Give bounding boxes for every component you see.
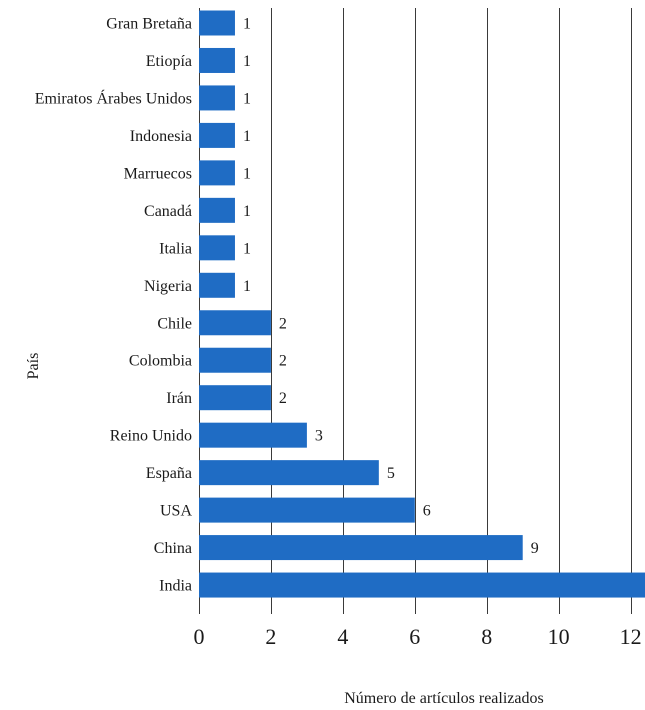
bar-usa <box>199 497 415 523</box>
x-tick-label-4: 4 <box>337 624 348 649</box>
bar-irán <box>199 385 271 411</box>
category-label-reino-unido: Reino Unido <box>110 428 192 445</box>
value-label-etiopía: 1 <box>243 53 251 70</box>
bar-china <box>199 535 523 561</box>
grid-layer <box>199 8 632 614</box>
x-tick-label-0: 0 <box>194 624 205 649</box>
x-tick-label-2: 2 <box>265 624 276 649</box>
value-label-colombia: 2 <box>279 353 287 370</box>
x-axis-title: Número de artículos realizados <box>344 690 543 707</box>
category-label-usa: USA <box>160 503 192 520</box>
bar-españa <box>199 460 379 486</box>
bar-emiratos-árabes-unidos <box>199 85 235 111</box>
value-label-marruecos: 1 <box>243 165 251 182</box>
y-axis-title: País <box>25 353 42 380</box>
category-label-etiopía: Etiopía <box>146 53 192 70</box>
x-axis-ticks: 0 2 4 6 8 10 12 <box>194 624 642 649</box>
category-label-españa: España <box>146 465 192 482</box>
value-label-reino-unido: 3 <box>315 428 323 445</box>
label-layer: Gran Bretaña 1 Etiopía 1 Emiratos Árabes Uni… <box>35 16 539 595</box>
value-label-canadá: 1 <box>243 203 251 220</box>
bar-india <box>199 572 645 598</box>
category-label-marruecos: Marruecos <box>124 165 192 182</box>
category-label-india: India <box>159 578 192 595</box>
category-label-canadá: Canadá <box>144 203 192 220</box>
value-label-usa: 6 <box>423 503 431 520</box>
value-label-china: 9 <box>531 540 539 557</box>
bar-colombia <box>199 347 271 373</box>
value-label-chile: 2 <box>279 315 287 332</box>
category-label-china: China <box>154 540 192 557</box>
category-label-gran-bretaña: Gran Bretaña <box>106 16 192 33</box>
bar-layer <box>199 10 645 598</box>
bar-indonesia <box>199 122 235 148</box>
category-label-irán: Irán <box>166 390 192 407</box>
bar-reino-unido <box>199 422 307 448</box>
value-label-nigeria: 1 <box>243 278 251 295</box>
category-label-chile: Chile <box>157 315 192 332</box>
category-label-indonesia: Indonesia <box>130 128 192 145</box>
category-label-italia: Italia <box>159 240 192 257</box>
category-label-colombia: Colombia <box>129 353 192 370</box>
bar-marruecos <box>199 160 235 186</box>
value-label-indonesia: 1 <box>243 128 251 145</box>
x-tick-label-8: 8 <box>481 624 492 649</box>
bar-etiopía <box>199 47 235 73</box>
bar-chile <box>199 310 271 336</box>
x-tick-label-10: 10 <box>548 624 570 649</box>
category-label-emiratos-árabes-unidos: Emiratos Árabes Unidos <box>35 88 192 107</box>
category-label-nigeria: Nigeria <box>144 278 192 295</box>
bar-canadá <box>199 197 235 223</box>
bar-gran-bretaña <box>199 10 235 36</box>
value-label-italia: 1 <box>243 240 251 257</box>
value-label-españa: 5 <box>387 465 395 482</box>
value-label-emiratos-árabes-unidos: 1 <box>243 90 251 107</box>
bar-nigeria <box>199 272 235 298</box>
value-label-irán: 2 <box>279 390 287 407</box>
bar-italia <box>199 235 235 261</box>
x-tick-label-12: 12 <box>620 624 642 649</box>
value-label-gran-bretaña: 1 <box>243 16 251 33</box>
x-tick-label-6: 6 <box>409 624 420 649</box>
